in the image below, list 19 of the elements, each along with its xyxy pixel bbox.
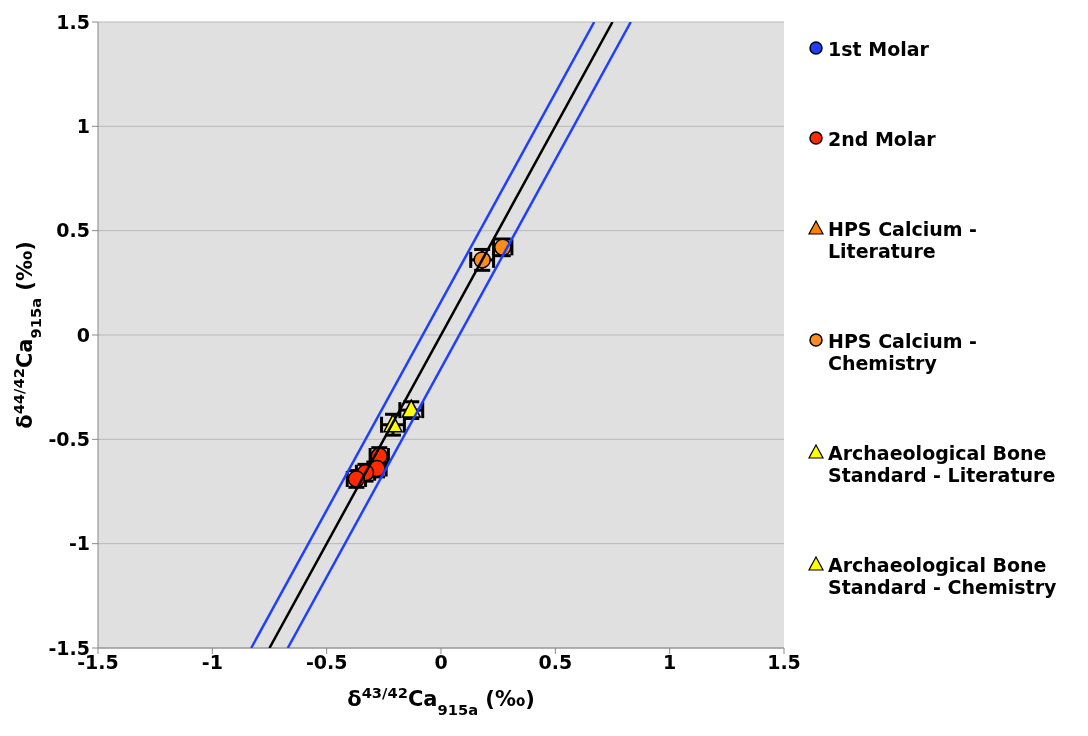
y-tick-label: 1	[76, 115, 90, 138]
legend-label: HPS Calcium - Literature	[828, 218, 978, 262]
x-tick-label: 0.5	[538, 651, 573, 674]
legend-label: 2nd Molar	[828, 128, 936, 150]
y-tick-label: 1.5	[56, 10, 90, 33]
legend-label: Archaeological Bone Standard - Literature	[828, 442, 1057, 486]
y-tick-label: -0.5	[48, 428, 90, 451]
legend-label: Archaeological Bone Standard - Chemistry	[828, 554, 1058, 598]
legend-label: 1st Molar	[828, 38, 929, 60]
x-tick-label: 0	[434, 651, 448, 674]
y-tick-label: 0	[76, 323, 90, 346]
x-tick-label: -0.5	[305, 651, 348, 674]
x-axis-title: δ$^{43/42}$Ca$_{915a}$ (‰)	[347, 683, 535, 718]
y-tick-label: 0.5	[56, 219, 90, 242]
y-tick-label: -1	[68, 532, 90, 555]
x-tick-label: 1	[663, 651, 677, 674]
x-tick-label: 1.5	[767, 651, 801, 674]
x-tick-label: -1	[201, 651, 223, 674]
legend-label: HPS Calcium - Chemistry	[828, 330, 978, 374]
